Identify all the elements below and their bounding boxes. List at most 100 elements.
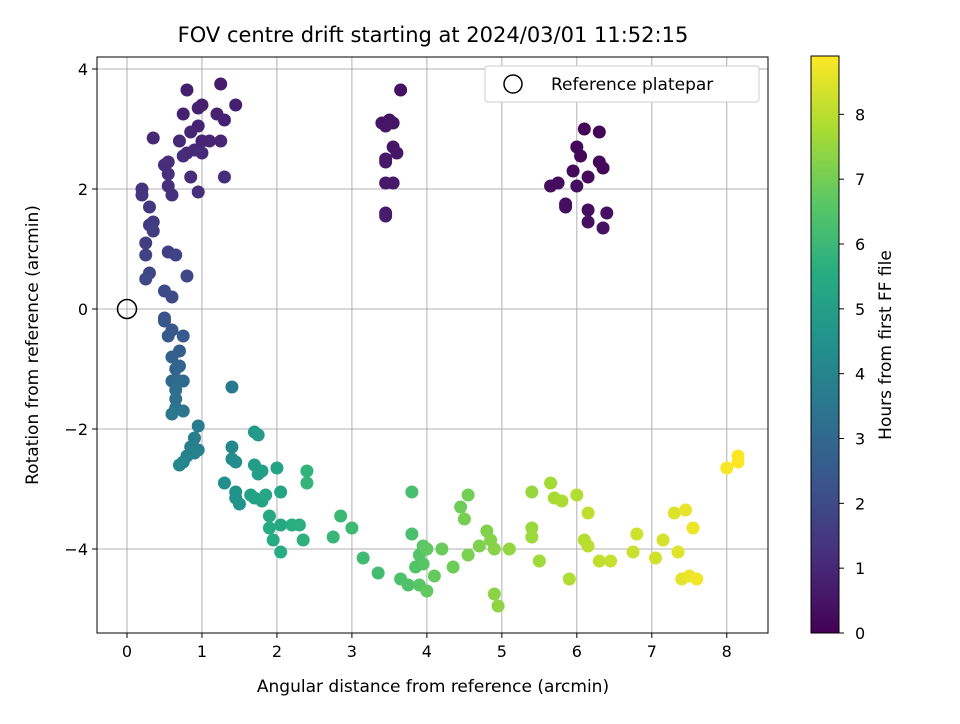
data-point: [146, 224, 160, 238]
data-point: [300, 476, 314, 490]
data-point: [217, 170, 231, 184]
reference-marker: [116, 298, 138, 320]
data-point: [184, 125, 198, 139]
data-point: [259, 488, 273, 502]
data-point: [630, 527, 644, 541]
data-point: [420, 542, 434, 556]
colorbar-tick-label: 4: [855, 365, 865, 384]
data-point: [457, 512, 471, 526]
data-point: [229, 455, 243, 469]
data-point: [180, 83, 194, 97]
data-point: [142, 200, 156, 214]
data-point: [390, 146, 404, 160]
data-point: [274, 545, 288, 559]
colorbar-tick-label: 3: [855, 430, 865, 449]
data-point: [581, 170, 595, 184]
data-point: [592, 554, 606, 568]
data-point: [525, 521, 539, 535]
data-point: [176, 149, 190, 163]
data-point: [225, 440, 239, 454]
data-point: [300, 464, 314, 478]
data-point: [405, 485, 419, 499]
colorbar-tick-label: 0: [855, 624, 865, 643]
data-point: [214, 134, 228, 148]
data-point: [559, 200, 573, 214]
data-point: [592, 125, 606, 139]
y-tick-label: 4: [78, 60, 88, 79]
data-point: [671, 545, 685, 559]
data-point: [667, 506, 681, 520]
data-point: [604, 554, 618, 568]
legend-marker-icon: [503, 74, 523, 94]
y-tick-label: 2: [78, 180, 88, 199]
data-point: [161, 167, 175, 181]
data-point: [296, 533, 310, 547]
data-point: [169, 362, 183, 376]
data-point: [544, 179, 558, 193]
data-point: [326, 530, 340, 544]
data-points: [135, 77, 745, 613]
x-tick-label: 7: [647, 642, 657, 661]
data-point: [262, 521, 276, 535]
data-point: [274, 485, 288, 499]
data-point: [161, 329, 175, 343]
data-point: [577, 122, 591, 136]
data-point: [472, 539, 486, 553]
data-point: [157, 314, 171, 328]
colorbar-tick-label: 6: [855, 235, 865, 254]
data-point: [386, 176, 400, 190]
colorbar-ticks: 0 1 2 3 4 5 6 7 8: [839, 105, 865, 643]
colorbar: 0 1 2 3 4 5 6 7 8 Hours from first FF file: [810, 55, 896, 643]
data-point: [169, 392, 183, 406]
data-point: [461, 488, 475, 502]
data-point: [255, 464, 269, 478]
data-point: [649, 551, 663, 565]
data-point: [274, 518, 288, 532]
data-point: [379, 119, 393, 133]
data-point: [461, 548, 475, 562]
data-point: [371, 566, 385, 580]
data-point: [525, 485, 539, 499]
data-point: [180, 269, 194, 283]
data-point: [656, 533, 670, 547]
data-point: [394, 83, 408, 97]
data-point: [626, 545, 640, 559]
data-point: [581, 215, 595, 229]
data-point: [165, 407, 179, 421]
x-tick-label: 8: [722, 642, 732, 661]
data-point: [446, 560, 460, 574]
x-tick-label: 0: [122, 642, 132, 661]
data-point: [405, 527, 419, 541]
data-point: [600, 206, 614, 220]
data-point: [176, 374, 190, 388]
x-tick-label: 5: [497, 642, 507, 661]
data-point: [570, 179, 584, 193]
data-point: [555, 494, 569, 508]
data-point: [176, 107, 190, 121]
x-tick-label: 1: [197, 642, 207, 661]
data-point: [690, 572, 704, 586]
data-point: [176, 404, 190, 418]
data-point: [139, 272, 153, 286]
data-point: [401, 578, 415, 592]
data-point: [184, 170, 198, 184]
data-point: [266, 533, 280, 547]
colorbar-tick-label: 5: [855, 300, 865, 319]
data-point: [225, 380, 239, 394]
data-point: [165, 188, 179, 202]
data-point: [202, 134, 216, 148]
data-point: [679, 503, 693, 517]
data-point: [731, 455, 745, 469]
data-point: [570, 488, 584, 502]
data-point: [581, 203, 595, 217]
data-point: [566, 164, 580, 178]
colorbar-gradient: [810, 55, 840, 634]
y-tick-label: −2: [64, 420, 88, 439]
data-point: [525, 530, 539, 544]
data-point: [139, 236, 153, 250]
data-point: [135, 188, 149, 202]
data-point: [502, 542, 516, 556]
data-point: [596, 161, 610, 175]
data-point: [217, 113, 231, 127]
